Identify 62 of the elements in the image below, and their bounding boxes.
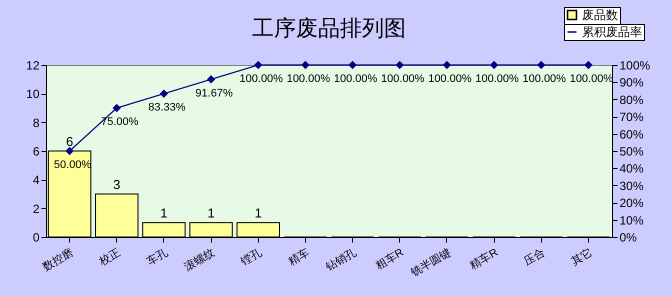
y2-tick-label: 0%	[620, 230, 638, 244]
x-tick-label: 压合	[522, 246, 548, 268]
y2-tick-label: 80%	[620, 92, 644, 107]
x-tick-label: 数控磨	[40, 246, 76, 274]
y2-tick-label: 100%	[620, 58, 651, 72]
y-tick-label: 0	[32, 230, 40, 244]
data-label: 100.00%	[570, 73, 614, 85]
data-label: 50.00%	[54, 159, 92, 171]
point	[490, 61, 498, 69]
point	[396, 61, 404, 69]
y2-tick-label: 70%	[620, 110, 644, 124]
y2-tick-label: 50%	[620, 144, 644, 158]
y-tick-label: 4	[32, 173, 40, 188]
chart-title: 工序废品排列图	[252, 16, 406, 40]
y-tick-label: 6	[32, 144, 40, 158]
y2-tick-label: 30%	[620, 178, 644, 193]
x-tick-label: 校正	[96, 246, 123, 268]
legend-label: 废品数	[582, 8, 618, 22]
x-tick-label: 精车R	[468, 246, 500, 272]
point	[254, 61, 262, 69]
point	[302, 61, 310, 69]
data-label: 3	[113, 177, 120, 192]
x-tick-label: 镗孔	[238, 246, 264, 268]
data-label: 100.00%	[428, 73, 472, 85]
point	[584, 61, 592, 69]
point	[113, 104, 120, 112]
legend-label: 累积废品率	[582, 25, 642, 39]
y2-tick-label: 90%	[620, 76, 644, 90]
point	[538, 61, 545, 69]
data-label: 100.00%	[475, 73, 520, 85]
x-tick-label: 车孔	[144, 246, 170, 268]
y-tick-label: 10	[26, 87, 40, 102]
data-label: 100.00%	[381, 73, 425, 85]
y-tick-label: 12	[26, 58, 40, 72]
y2-tick-label: 20%	[620, 196, 644, 210]
point	[66, 147, 74, 155]
point	[160, 90, 168, 98]
data-label: 100.00%	[286, 73, 330, 85]
data-label: 1	[254, 206, 262, 221]
x-tick-label: 精车	[286, 246, 312, 268]
point	[443, 61, 451, 69]
data-label: 83.33%	[148, 102, 186, 114]
data-label: 100.00%	[522, 73, 566, 85]
point	[207, 76, 215, 84]
data-label: 1	[207, 206, 215, 221]
data-label: 91.67%	[195, 87, 233, 100]
x-tick-label: 铣半圆键	[407, 246, 453, 280]
data-label: 1	[160, 206, 168, 221]
x-tick-label: 钻销孔	[323, 246, 359, 274]
data-label: 6	[66, 134, 74, 149]
data-label: 100.00%	[240, 73, 284, 85]
x-tick-label: 滚螺纹	[182, 246, 218, 274]
data-label: 75.00%	[101, 116, 139, 128]
y2-tick-label: 60%	[620, 127, 644, 142]
x-tick-label: 粗车R	[373, 246, 406, 272]
x-tick-label: 其它	[568, 246, 594, 268]
data-label: 100.00%	[334, 73, 378, 85]
y2-tick-label: 10%	[620, 213, 644, 228]
y-tick-label: 2	[32, 202, 40, 216]
y2-tick-label: 40%	[620, 162, 644, 176]
y-tick-label: 8	[32, 116, 40, 130]
point	[348, 61, 356, 69]
